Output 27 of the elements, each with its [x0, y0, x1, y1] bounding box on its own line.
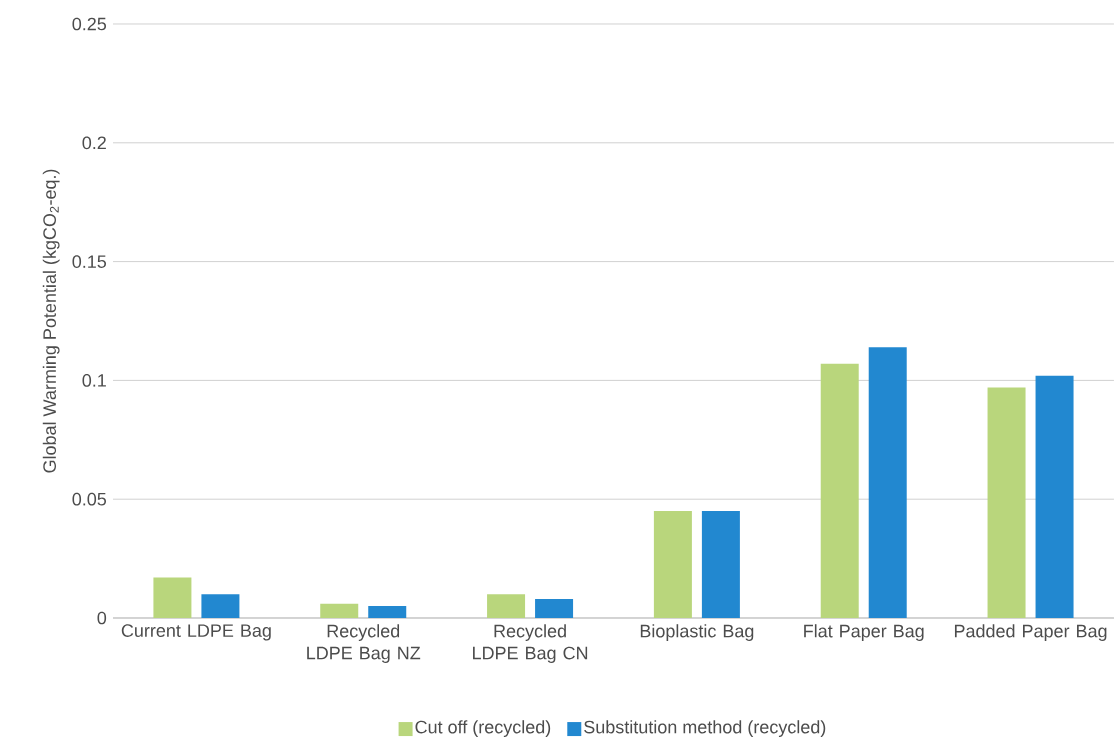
bar: [868, 347, 907, 618]
bar: [1035, 375, 1074, 618]
legend-label: Cut off (recycled): [415, 720, 551, 737]
x-tick-label: Bioplastic Bag: [640, 624, 754, 641]
y-tick-label: 0.05: [72, 492, 107, 506]
bar: [153, 577, 192, 618]
y-tick-label: 0.25: [72, 17, 107, 31]
x-tick-label: Recycled LDPE Bag NZ: [307, 624, 421, 663]
y-axis-title: Global Warming Potential (kgCO$_{2}$-eq.): [42, 169, 60, 473]
y-tick-label: 0.2: [82, 136, 106, 150]
x-tick-label: Padded Paper Bag: [954, 624, 1107, 641]
legend-label: Substitution method (recycled): [584, 720, 826, 737]
bar: [368, 606, 407, 618]
x-tick-label: Recycled LDPE Bag CN: [473, 624, 588, 663]
bar: [320, 603, 359, 618]
bar: [487, 594, 526, 618]
bar: [820, 363, 859, 618]
x-tick-label: Current LDPE Bag: [121, 624, 271, 641]
bar: [201, 594, 240, 618]
y-tick-label: 0: [97, 611, 107, 625]
bar: [987, 387, 1026, 618]
bar: [535, 598, 574, 618]
bar: [701, 511, 740, 618]
bar: [653, 511, 692, 618]
x-tick-label: Flat Paper Bag: [804, 624, 924, 641]
y-tick-label: 0.1: [82, 374, 106, 387]
y-tick-label: 0.15: [72, 255, 107, 268]
